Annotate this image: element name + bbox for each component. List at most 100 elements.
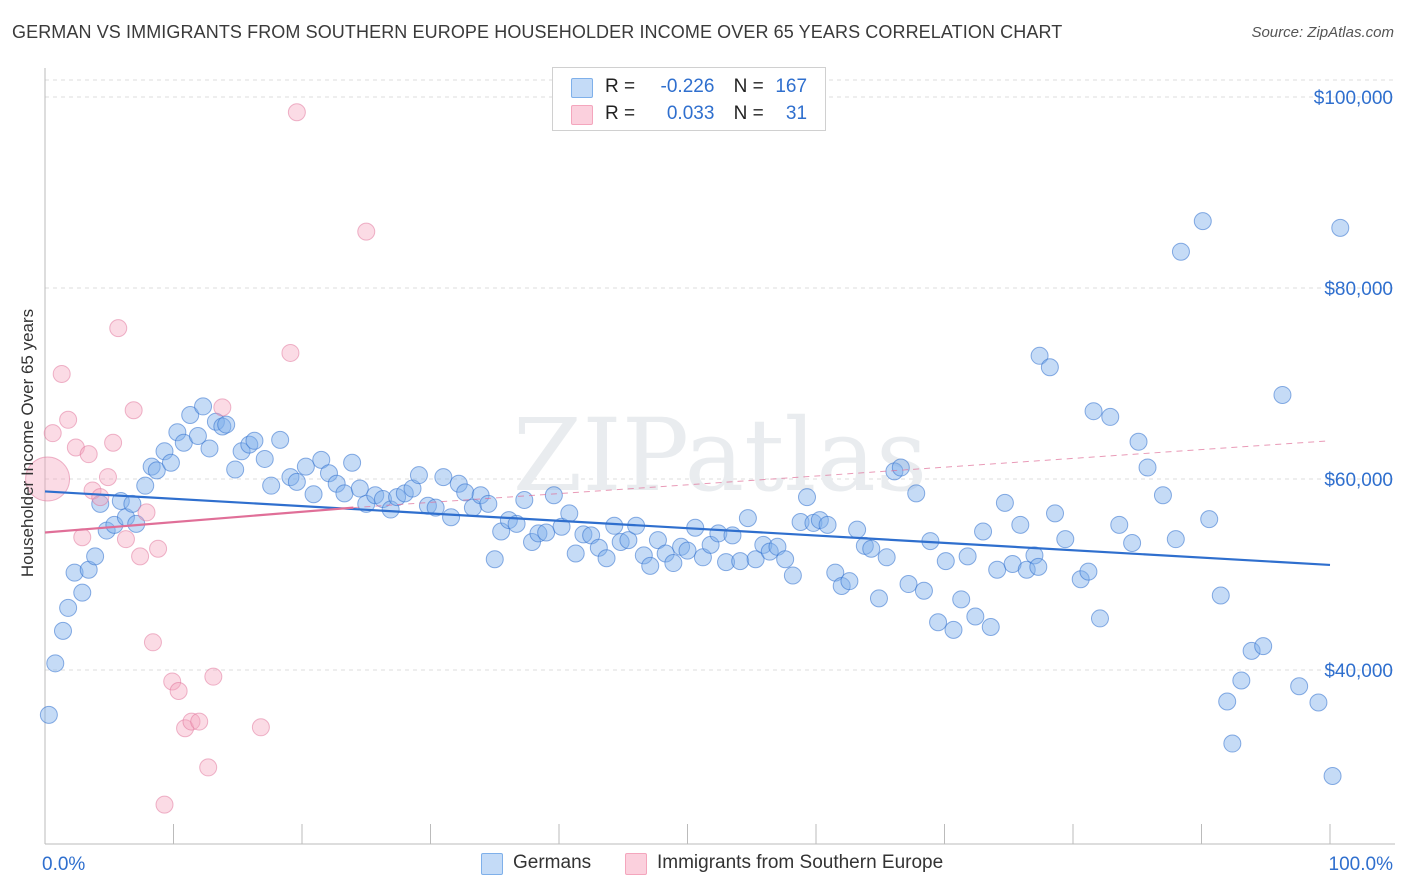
data-point-immigrants [155, 795, 174, 814]
data-point-germans [634, 546, 653, 565]
data-point-germans [597, 549, 616, 568]
y-tick-label: $100,000 [1314, 88, 1393, 109]
data-point-germans [86, 547, 105, 566]
data-point-germans [262, 476, 281, 495]
bottom-legend-swatch-immigrants [625, 853, 647, 875]
data-point-germans [304, 485, 323, 504]
data-point-germans [312, 450, 331, 469]
data-point-immigrants [109, 319, 128, 338]
data-point-germans [611, 533, 630, 552]
data-point-germans [1331, 218, 1350, 237]
data-point-germans [194, 397, 213, 416]
data-point-germans [848, 520, 867, 539]
data-point-germans [537, 523, 556, 542]
data-point-germans [319, 464, 338, 483]
data-point-germans [1211, 586, 1230, 605]
data-point-germans [648, 531, 667, 550]
data-point-germans [656, 544, 675, 563]
data-point-germans [168, 423, 187, 442]
data-point-immigrants [116, 530, 135, 549]
data-point-germans [678, 541, 697, 560]
data-point-germans [798, 488, 817, 507]
data-point-germans [1171, 242, 1190, 261]
bottom-legend-label-germans: Germans [513, 852, 592, 873]
data-point-germans [442, 508, 461, 527]
data-point-germans [1290, 677, 1309, 696]
data-point-immigrants [52, 364, 71, 383]
data-point-germans [409, 466, 428, 485]
data-point-germans [1090, 609, 1109, 628]
data-point-germans [335, 484, 354, 503]
data-point-germans [161, 453, 180, 472]
x-tick-label: 100.0% [1329, 854, 1394, 875]
data-point-germans [1017, 560, 1036, 579]
data-point-germans [981, 618, 1000, 637]
data-point-germans [717, 553, 736, 572]
data-point-immigrants [149, 539, 168, 558]
data-point-germans [485, 550, 504, 569]
data-point-germans [840, 572, 859, 591]
data-point-germans [1056, 530, 1075, 549]
data-point-immigrants [59, 410, 78, 429]
legend-row-immigrants: R = 0.033 N = 31 [571, 103, 821, 127]
legend-row-germans: R = -0.226 N = 167 [571, 76, 821, 100]
data-point-germans [1218, 692, 1237, 711]
data-point-germans [39, 705, 58, 724]
data-point-germans [1079, 562, 1098, 581]
data-point-germans [515, 491, 534, 510]
data-point-immigrants [131, 547, 150, 566]
data-point-germans [426, 498, 445, 517]
data-point-germans [776, 550, 795, 569]
data-point-germans [1029, 557, 1048, 576]
data-point-germans [914, 581, 933, 600]
y-tick-label: $40,000 [1324, 661, 1393, 682]
data-point-germans [552, 517, 571, 536]
data-point-germans [907, 484, 926, 503]
data-point-germans [891, 458, 910, 477]
data-point-germans [65, 563, 84, 582]
data-point-germans [200, 439, 219, 458]
data-point-immigrants [25, 456, 71, 502]
data-point-germans [754, 535, 773, 554]
data-point-immigrants [137, 503, 156, 522]
source-label: Source: ZipAtlas.com [1251, 24, 1394, 41]
data-point-germans [281, 468, 300, 487]
x-tick-label: 0.0% [42, 854, 85, 875]
data-point-germans [877, 548, 896, 567]
data-point-immigrants [190, 712, 209, 731]
data-point-germans [136, 476, 155, 495]
data-point-germans [619, 531, 638, 550]
data-point-immigrants [104, 433, 123, 452]
data-point-germans [1138, 458, 1157, 477]
data-point-immigrants [163, 672, 182, 691]
data-point-immigrants [98, 468, 117, 487]
y-tick-label: $60,000 [1324, 470, 1393, 491]
data-point-immigrants [91, 488, 110, 507]
data-point-germans [1025, 546, 1044, 565]
data-point-germans [1242, 641, 1261, 660]
data-point-immigrants [357, 222, 376, 241]
data-point-germans [59, 598, 78, 617]
data-point-germans [1071, 570, 1090, 589]
data-point-germans [1166, 530, 1185, 549]
data-point-germans [1254, 637, 1273, 656]
data-point-germans [869, 589, 888, 608]
legend-n-value-immigrants: 31 [785, 103, 808, 124]
data-point-germans [958, 547, 977, 566]
data-point-germans [731, 552, 750, 571]
y-axis-label: Householder Income Over 65 years [18, 308, 37, 578]
data-point-immigrants [213, 398, 232, 417]
data-point-immigrants [43, 424, 62, 443]
data-point-immigrants [169, 682, 188, 701]
bottom-legend-label-immigrants: Immigrants from Southern Europe [657, 852, 944, 873]
data-point-germans [271, 430, 290, 449]
data-point-germans [46, 654, 65, 673]
data-point-germans [566, 544, 585, 563]
data-point-germans [589, 538, 608, 557]
data-point-germans [1309, 693, 1328, 712]
data-point-immigrants [287, 103, 306, 122]
data-point-germans [1129, 432, 1148, 451]
data-point-germans [232, 442, 251, 461]
data-point-germans [1200, 510, 1219, 529]
